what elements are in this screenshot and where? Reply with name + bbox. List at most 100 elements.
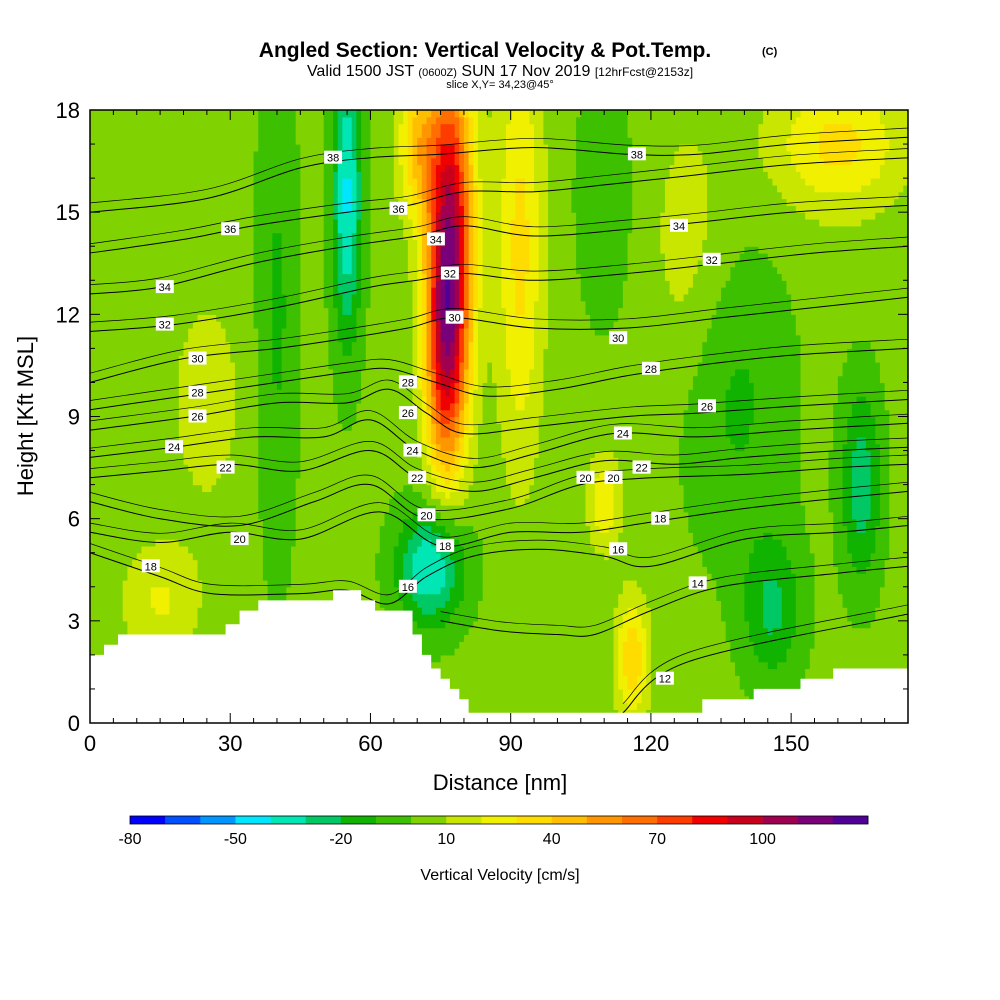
velocity-cell [155, 409, 161, 418]
velocity-cell [314, 505, 320, 513]
velocity-cell [155, 348, 161, 356]
velocity-cell [314, 321, 320, 329]
velocity-cell [314, 191, 320, 200]
velocity-cell [122, 225, 128, 234]
velocity-cell [225, 198, 231, 206]
velocity-cell [286, 539, 292, 547]
velocity-cell [122, 552, 128, 561]
velocity-cell [267, 273, 273, 281]
velocity-cell [127, 273, 133, 281]
velocity-cell [155, 416, 161, 424]
velocity-cell [160, 579, 166, 588]
velocity-cell [272, 321, 278, 329]
velocity-cell [202, 205, 208, 213]
velocity-cell [127, 382, 133, 390]
velocity-cell [309, 545, 315, 554]
velocity-cell [253, 416, 259, 424]
velocity-cell [202, 450, 208, 458]
velocity-cell [118, 198, 124, 206]
velocity-cell [99, 525, 105, 533]
velocity-cell [113, 566, 119, 574]
velocity-cell [234, 586, 241, 595]
velocity-cell [188, 423, 194, 431]
velocity-cell [319, 355, 325, 363]
velocity-cell [150, 470, 157, 479]
velocity-cell [272, 171, 278, 179]
velocity-cell [328, 239, 334, 247]
velocity-cell [211, 191, 217, 200]
velocity-cell [164, 518, 171, 527]
velocity-cell [164, 253, 171, 261]
velocity-cell [155, 157, 161, 166]
velocity-cell [281, 382, 287, 390]
velocity-cell [286, 239, 292, 247]
velocity-cell [197, 246, 203, 254]
velocity-cell [272, 164, 278, 172]
velocity-cell [197, 539, 203, 547]
velocity-cell [323, 123, 329, 132]
velocity-cell [248, 552, 255, 561]
velocity-cell [197, 287, 203, 295]
velocity-cell [141, 539, 147, 547]
velocity-cell [286, 593, 292, 601]
velocity-cell [248, 498, 255, 506]
velocity-cell [258, 348, 264, 356]
velocity-cell [314, 253, 320, 261]
velocity-cell [272, 389, 278, 397]
velocity-cell [155, 150, 161, 159]
velocity-cell [183, 157, 189, 166]
velocity-cell [258, 205, 264, 213]
velocity-cell [150, 457, 157, 465]
velocity-cell [132, 178, 138, 186]
velocity-cell [295, 532, 301, 540]
velocity-cell [90, 573, 96, 581]
velocity-cell [276, 123, 283, 132]
velocity-cell [319, 239, 325, 247]
velocity-cell [202, 334, 208, 343]
velocity-cell [211, 382, 217, 390]
velocity-cell [276, 334, 283, 343]
velocity-cell [160, 184, 166, 193]
velocity-cell [234, 144, 241, 152]
velocity-cell [305, 314, 311, 322]
velocity-cell [132, 116, 138, 125]
velocity-cell [225, 552, 231, 561]
velocity-cell [108, 505, 114, 513]
velocity-cell [99, 600, 105, 608]
velocity-cell [342, 505, 348, 513]
velocity-cell [220, 511, 227, 520]
velocity-cell [118, 178, 124, 186]
velocity-cell [328, 593, 334, 601]
velocity-cell [323, 137, 329, 145]
velocity-cell [211, 130, 217, 138]
velocity-cell [220, 593, 227, 601]
velocity-cell [267, 157, 273, 166]
velocity-cell [230, 402, 236, 411]
velocity-cell [258, 368, 264, 377]
velocity-cell [333, 232, 339, 241]
velocity-cell [160, 259, 166, 268]
velocity-cell [192, 532, 199, 540]
velocity-cell [342, 450, 348, 458]
velocity-cell [113, 539, 119, 547]
velocity-cell [127, 246, 133, 254]
velocity-cell [178, 552, 185, 561]
velocity-cell [286, 198, 292, 206]
velocity-cell [295, 498, 301, 506]
velocity-cell [108, 430, 114, 438]
velocity-cell [295, 586, 301, 595]
velocity-cell [309, 586, 315, 595]
velocity-cell [342, 116, 348, 125]
velocity-cell [127, 253, 133, 261]
velocity-cell [169, 498, 175, 506]
velocity-cell [314, 525, 320, 533]
velocity-cell [202, 266, 208, 275]
velocity-cell [99, 171, 105, 179]
velocity-cell [342, 566, 348, 574]
velocity-cell [262, 307, 269, 315]
velocity-cell [244, 362, 250, 370]
velocity-cell [183, 559, 189, 567]
velocity-cell [127, 586, 133, 595]
velocity-cell [323, 552, 329, 561]
velocity-cell [118, 409, 124, 418]
